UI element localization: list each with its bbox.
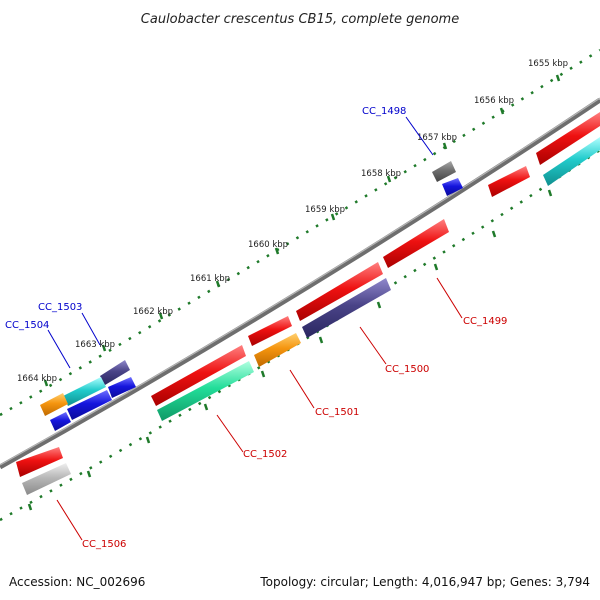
gene-blue-mid[interactable] — [67, 390, 112, 420]
gene-label-cc1498[interactable]: CC_1498 — [362, 106, 406, 117]
kbp-tick — [203, 403, 209, 411]
kbp-tick — [491, 230, 497, 238]
kbp-label: 1664 kbp — [17, 374, 57, 384]
inner-kbp-ticks — [27, 189, 553, 511]
gene-cc1497-upper[interactable] — [536, 112, 600, 165]
kbp-tick — [547, 189, 553, 197]
gene-label-cc1502[interactable]: CC_1502 — [243, 449, 287, 460]
gene-cc1499-upper[interactable] — [383, 219, 449, 268]
kbp-tick — [86, 470, 92, 478]
gene-blue-1498[interactable] — [442, 178, 463, 196]
gene-blue-left[interactable] — [50, 412, 71, 431]
kbp-tick — [101, 344, 107, 352]
gene-cc1498[interactable] — [432, 161, 456, 182]
kbp-tick — [376, 301, 382, 309]
map-title: Caulobacter crescentus CB15, complete ge… — [141, 12, 459, 27]
kbp-tick — [260, 370, 266, 378]
genes-outer-strand — [16, 112, 600, 477]
accession-text: Accession: NC_002696 — [9, 575, 145, 589]
gene-red-small[interactable] — [488, 166, 530, 197]
gene-cc1505[interactable] — [16, 447, 63, 477]
callout-cc1503 — [81, 312, 101, 346]
gene-label-cc1504[interactable]: CC_1504 — [5, 320, 49, 331]
inner-scale-track — [0, 148, 600, 522]
gene-cc1500[interactable] — [302, 278, 391, 338]
gene-navy-small[interactable] — [100, 360, 130, 385]
topology-text: Topology: circular; Length: 4,016,947 bp… — [259, 575, 590, 589]
kbp-tick — [274, 247, 280, 255]
gene-cc1502[interactable] — [157, 361, 254, 421]
kbp-tick — [43, 379, 49, 387]
kbp-label: 1662 kbp — [133, 307, 173, 317]
gene-cc1502-upper[interactable] — [151, 345, 246, 406]
genome-backbone-highlight — [0, 97, 600, 466]
kbp-tick — [158, 312, 164, 320]
kbp-tick — [386, 175, 392, 183]
outer-kbp-ticks — [43, 74, 561, 387]
kbp-tick — [318, 336, 324, 344]
kbp-tick — [499, 107, 505, 115]
kbp-label: 1655 kbp — [528, 59, 568, 69]
genome-backbone — [0, 97, 600, 470]
gene-label-cc1503[interactable]: CC_1503 — [38, 302, 82, 313]
genes-inner-strand — [22, 137, 600, 495]
kbp-tick — [555, 74, 561, 82]
kbp-tick — [330, 213, 336, 221]
kbp-tick — [433, 263, 439, 271]
callout-cc1500 — [359, 326, 387, 365]
gene-label-cc1500[interactable]: CC_1500 — [385, 364, 429, 375]
callout-cc1498 — [405, 116, 434, 156]
kbp-label: 1659 kbp — [305, 205, 345, 215]
gene-blue-small[interactable] — [108, 377, 136, 398]
kbp-label: 1657 kbp — [417, 133, 457, 143]
gene-cc1501[interactable] — [254, 333, 301, 367]
kbp-tick — [442, 142, 448, 150]
gene-cc1504[interactable] — [40, 393, 68, 416]
callout-cc1504 — [47, 329, 71, 369]
gene-cc1501-upper[interactable] — [248, 316, 292, 346]
kbp-label: 1660 kbp — [248, 240, 288, 250]
kbp-tick — [145, 436, 151, 444]
kbp-tick — [27, 503, 33, 511]
callout-cc1506 — [56, 499, 83, 541]
gene-label-cc1506[interactable]: CC_1506 — [82, 539, 126, 550]
kbp-label: 1661 kbp — [190, 274, 230, 284]
kbp-label: 1658 kbp — [361, 169, 401, 179]
callout-cc1499 — [436, 277, 463, 319]
gene-label-cc1501[interactable]: CC_1501 — [315, 407, 359, 418]
callout-cc1502 — [216, 414, 244, 453]
gene-cc1506[interactable] — [22, 463, 71, 495]
gene-cc1503[interactable] — [63, 377, 106, 406]
gene-cyan-right[interactable] — [543, 137, 600, 186]
kbp-label: 1663 kbp — [75, 340, 115, 350]
kbp-tick — [215, 280, 221, 288]
gene-label-cc1499[interactable]: CC_1499 — [463, 316, 507, 327]
gene-cc1500-upper[interactable] — [296, 262, 383, 321]
kbp-label: 1656 kbp — [474, 96, 514, 106]
callout-cc1501 — [289, 369, 315, 409]
